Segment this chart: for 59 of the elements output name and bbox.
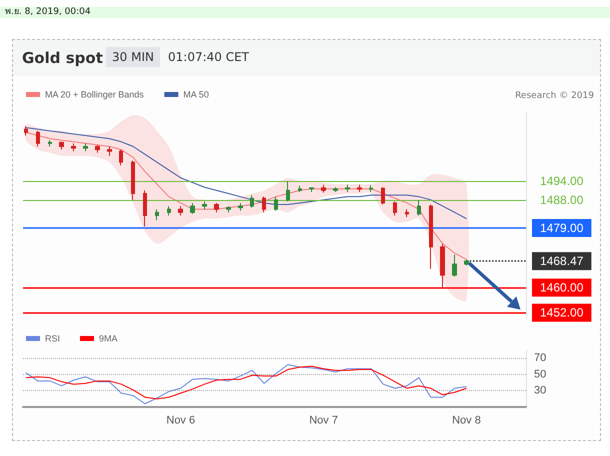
y-tick-label: 70 [534,352,546,364]
candlestick [369,184,373,192]
candlestick [59,141,64,150]
candlestick [321,184,326,194]
candlestick [286,180,290,202]
candlestick [36,130,40,147]
ref-line-label: 1460.00 [540,280,584,295]
candlestick [357,184,362,192]
candlestick [345,184,350,192]
text: Research © 2019 [515,91,594,101]
candlestick [333,186,338,192]
candlestick [190,202,195,214]
chart-title: Gold spot [22,49,103,67]
candlestick [452,254,457,278]
candlestick [405,208,409,218]
x-tick-label: Nov 7 [309,414,338,426]
x-tick-label: Nov 6 [166,414,196,426]
candlestick [119,149,123,166]
candlestick [71,142,76,152]
candlestick [95,144,100,154]
candlestick [83,142,88,152]
candlestick [298,185,302,192]
candlestick [131,160,135,200]
text: พ.ย. 8, 2019, 00:04 [0,7,610,18]
candlestick [202,200,207,210]
candlestick [48,140,52,147]
candlestick [155,208,159,221]
candlestick [309,186,314,192]
ref-line-label: 1494.00 [540,174,584,188]
candlestick [178,206,183,216]
ref-line-label: 1452.00 [540,306,584,320]
ref-line-label: 1488.00 [540,192,584,207]
candlestick [464,258,469,266]
candlestick [381,186,385,206]
legend-label: MA 20 + Bollinger Bands [45,90,144,100]
ref-line-label: 1468.47 [540,254,584,268]
candlestick [24,126,28,136]
candlestick [274,196,278,212]
candlestick [238,202,243,212]
legend-label: 9MA [99,334,118,344]
candlestick [393,200,397,216]
legend-label: RSI [45,334,60,344]
candlestick [250,194,254,208]
candlestick [417,199,421,216]
candlestick [262,196,266,213]
candlestick [429,204,433,270]
candlestick [214,202,219,213]
candlestick [107,146,112,156]
x-tick-label: Nov 8 [452,414,481,426]
ref-line-label: 1479.00 [540,221,584,236]
text: 01:07:40 CET [168,50,249,64]
y-tick-label: 50 [534,368,546,380]
candlestick [440,243,445,288]
candlestick [167,206,171,216]
candlestick [226,206,231,213]
y-tick-label: 30 [534,384,546,397]
candlestick [143,190,147,227]
legend-label: MA 50 [183,90,209,100]
chart-subtitle: 30 MIN [106,47,160,67]
